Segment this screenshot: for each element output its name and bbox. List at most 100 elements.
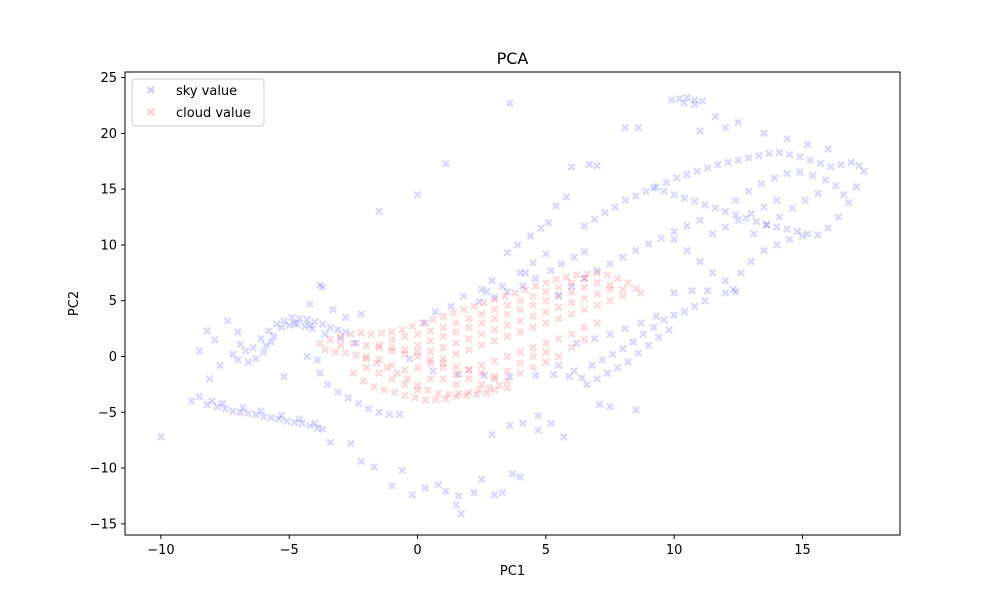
data-point [464,365,473,374]
data-point [752,217,761,226]
data-point [590,334,599,343]
plot-frame [124,71,901,536]
data-point [490,356,499,365]
data-point [426,355,435,364]
legend-label-sky: sky value [176,84,237,99]
data-point [580,274,589,283]
data-point [801,196,810,205]
data-point [713,160,722,169]
data-point [377,329,386,338]
data-point [413,341,422,350]
data-point [585,160,594,169]
y-axis-ticks: −15 −10 −5 0 5 10 15 20 25 [90,71,125,532]
data-point [759,202,768,211]
data-point [711,112,720,121]
data-point [593,266,602,275]
series-cloud [316,268,645,405]
data-point [641,187,650,196]
y-tick-label: 5 [109,294,117,309]
data-point [341,349,350,358]
data-point [203,400,212,409]
data-point [452,350,461,359]
data-point [688,286,697,295]
legend-marker-symbol [147,108,155,116]
data-point [700,200,709,209]
data-point [759,246,768,255]
data-point [400,345,409,354]
data-point [503,321,512,330]
data-point [606,402,615,411]
data-point [775,213,784,222]
data-point [580,335,589,344]
data-point [680,307,689,316]
legend-label-cloud: cloud value [176,106,251,121]
data-point [203,326,212,335]
data-point [541,348,550,357]
data-point [354,399,363,408]
data-point [516,316,525,325]
data-point [580,283,589,292]
data-point [518,419,527,428]
data-point [593,161,602,170]
data-point [485,383,494,392]
data-point [600,208,609,217]
data-point [731,210,740,219]
data-point [477,285,486,294]
data-point [357,457,366,466]
data-point [639,330,648,339]
data-point [285,321,294,330]
data-point [477,361,486,370]
data-point [824,224,833,233]
data-point [772,196,781,205]
data-point [441,487,450,496]
data-point [187,397,196,406]
data-point [700,296,709,305]
data-point [516,369,525,378]
data-point [788,204,797,213]
data-point [503,352,512,361]
data-point [834,213,843,222]
data-point [852,182,861,191]
data-point [446,302,455,311]
y-tick-label: 15 [100,183,117,198]
data-point [765,149,774,158]
data-point [793,227,802,236]
data-point [454,491,463,500]
data-point [462,391,471,400]
data-point [695,257,704,266]
data-point [490,295,499,304]
data-point [452,339,461,348]
data-point [536,224,545,233]
y-tick-label: 10 [100,238,117,253]
data-point [554,352,563,361]
data-point [693,167,702,176]
data-point [508,469,517,478]
data-point [580,221,589,230]
data-point [305,321,314,330]
data-point [541,287,550,296]
data-point [490,385,499,394]
data-point [303,352,312,361]
data-point [795,168,804,177]
data-point [305,300,314,309]
data-point [577,373,586,382]
y-axis-label: PC2 [67,291,82,316]
data-point [387,327,396,336]
data-point [593,268,602,277]
data-point [690,197,699,206]
data-point [357,329,366,338]
data-point [244,409,253,418]
data-point [742,214,751,223]
data-point [544,218,553,227]
data-point [670,235,679,244]
data-point [490,372,499,381]
data-point [359,377,368,386]
data-point [580,305,589,314]
data-point [821,176,830,185]
data-point [257,334,266,343]
data-point [649,323,658,332]
data-point [323,380,332,389]
data-point [375,343,384,352]
data-point [369,382,378,391]
